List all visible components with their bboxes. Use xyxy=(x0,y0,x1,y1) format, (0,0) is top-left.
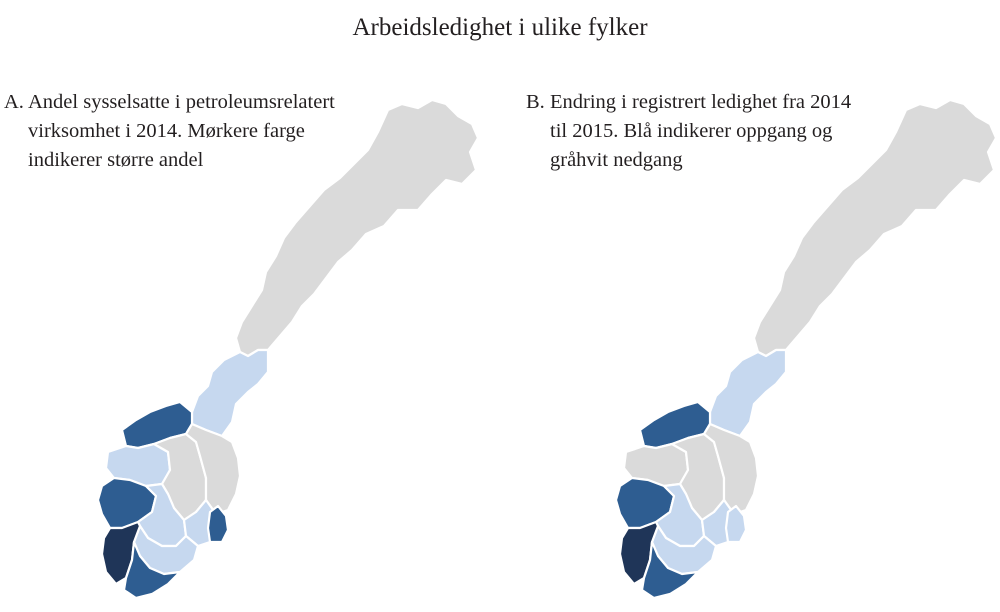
caption-line: Andel sysselsatte i petroleumsrelatert xyxy=(28,91,335,113)
county-trondelag xyxy=(190,348,270,438)
county-north xyxy=(752,98,998,358)
county-north xyxy=(234,98,480,358)
caption-line: gråhvit nedgang xyxy=(550,149,683,171)
panel-a: A. Andel sysselsatte i petroleumsrelatert… xyxy=(4,88,480,600)
county-ostfold xyxy=(206,504,230,544)
county-hedmark xyxy=(702,422,760,516)
county-trondelag xyxy=(708,348,788,438)
county-hedmark xyxy=(184,422,242,516)
caption-line: virksomhet i 2014. Mørkere farge xyxy=(28,120,305,142)
caption-line: indikerer større andel xyxy=(28,149,204,171)
panel-b: B. Endring i registrert ledighet fra 2014… xyxy=(500,0,1000,612)
caption-b: B. Endring i registrert ledighet fra 2014… xyxy=(526,88,851,175)
caption-line: Endring i registrert ledighet fra 2014 xyxy=(550,91,852,113)
caption-a: A. Andel sysselsatte i petroleumsrelatert… xyxy=(4,88,335,175)
county-ostfold xyxy=(724,504,748,544)
panel-letter: B. xyxy=(526,91,545,113)
norway-map-b xyxy=(614,98,998,600)
page-title: Arbeidsledighet i ulike fylker xyxy=(352,14,648,41)
caption-line: til 2015. Blå indikerer oppgang og xyxy=(550,120,833,142)
county-agder xyxy=(122,540,182,600)
norway-map-a xyxy=(96,98,480,600)
panel-letter: A. xyxy=(4,91,24,113)
county-agder xyxy=(640,540,700,600)
